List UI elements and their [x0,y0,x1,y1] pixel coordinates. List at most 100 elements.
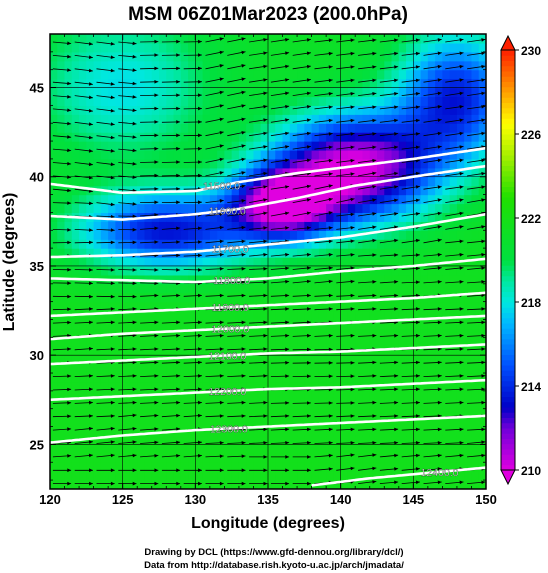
field-cell [318,355,327,365]
wind-arrow-head [132,347,137,351]
field-cell [362,301,371,312]
field-cell [398,337,407,347]
field-cell [435,265,443,276]
field-cell [326,132,334,142]
field-cell [159,141,167,151]
field-cell [464,78,473,89]
field-cell [449,301,458,312]
field-cell [311,69,320,80]
field-cell [377,239,385,249]
field-cell [413,176,422,187]
wind-arrow-head [394,212,399,216]
colorbar-segment [501,176,515,182]
field-cell [246,390,255,401]
field-cell [79,292,87,303]
field-cell [311,158,320,169]
field-cell [427,373,436,383]
field-cell [115,257,124,267]
field-cell [420,337,429,347]
field-cell [253,158,262,169]
field-cell [406,390,414,401]
wind-arrow-head [350,78,355,83]
field-cell [188,167,196,178]
field-cell [253,194,262,205]
field-cell [159,221,167,231]
field-cell [464,69,473,80]
y-tick-label: 35 [30,259,44,274]
field-cell [129,114,138,124]
field-cell [377,221,385,231]
colorbar-segment [501,118,515,124]
field-cell [464,274,473,285]
field-cell [202,34,211,44]
field-cell [71,203,80,214]
wind-arrow-head [88,55,93,59]
field-cell [144,185,153,196]
field-cell [195,132,204,142]
field-cell [209,158,218,169]
wind-arrow-head [437,198,442,202]
field-cell [209,381,218,392]
field-cell [71,417,80,428]
wind-arrow-head [132,240,137,245]
field-cell [50,292,58,303]
wind-arrow-head [415,158,420,163]
field-cell [289,248,298,258]
field-cell [224,42,233,53]
field-cell [173,239,182,249]
field-cell [224,96,233,106]
wind-arrow-head [394,105,399,109]
field-cell [377,105,385,115]
field-cell [93,149,102,160]
field-cell [282,337,291,347]
field-cell [151,87,160,98]
field-cell [427,274,436,285]
field-cell [224,390,233,401]
field-cell [413,87,422,98]
field-cell [297,399,305,410]
wind-arrow-head [241,104,246,108]
field-cell [217,462,225,472]
wind-arrow-head [132,387,137,392]
field-cell [86,141,95,151]
field-cell [64,453,73,463]
field-cell [166,221,175,231]
field-cell [427,346,436,356]
field-cell [209,132,218,142]
wind-arrow-head [481,239,486,244]
colorbar-segment [501,386,515,392]
field-cell [86,34,95,44]
field-cell [100,257,109,267]
colorbar-segment [501,323,515,329]
field-cell [377,123,385,133]
wind-arrow-head [176,120,181,124]
field-cell [209,239,218,249]
field-cell [311,221,320,231]
field-cell [217,203,225,214]
field-cell [297,453,305,463]
wind-arrow-head [328,38,333,43]
field-cell [289,337,298,347]
field-cell [268,96,276,106]
field-cell [224,426,233,437]
field-cell [304,230,313,240]
field-cell [289,310,298,321]
field-cell [57,141,66,151]
wind-arrow-head [394,198,399,203]
wind-arrow-head [372,253,377,257]
field-cell [318,257,327,267]
wind-arrow-head [88,135,93,140]
field-cell [311,149,320,160]
wind-arrow-head [285,455,290,459]
wind-arrow-head [350,105,355,109]
field-cell [471,301,480,312]
wind-arrow-head [394,414,399,418]
field-cell [100,381,109,392]
field-cell [253,381,262,392]
field-cell [238,265,247,276]
field-cell [268,212,276,222]
field-cell [318,34,327,44]
field-cell [180,132,189,142]
field-cell [311,176,320,187]
field-cell [86,462,95,472]
